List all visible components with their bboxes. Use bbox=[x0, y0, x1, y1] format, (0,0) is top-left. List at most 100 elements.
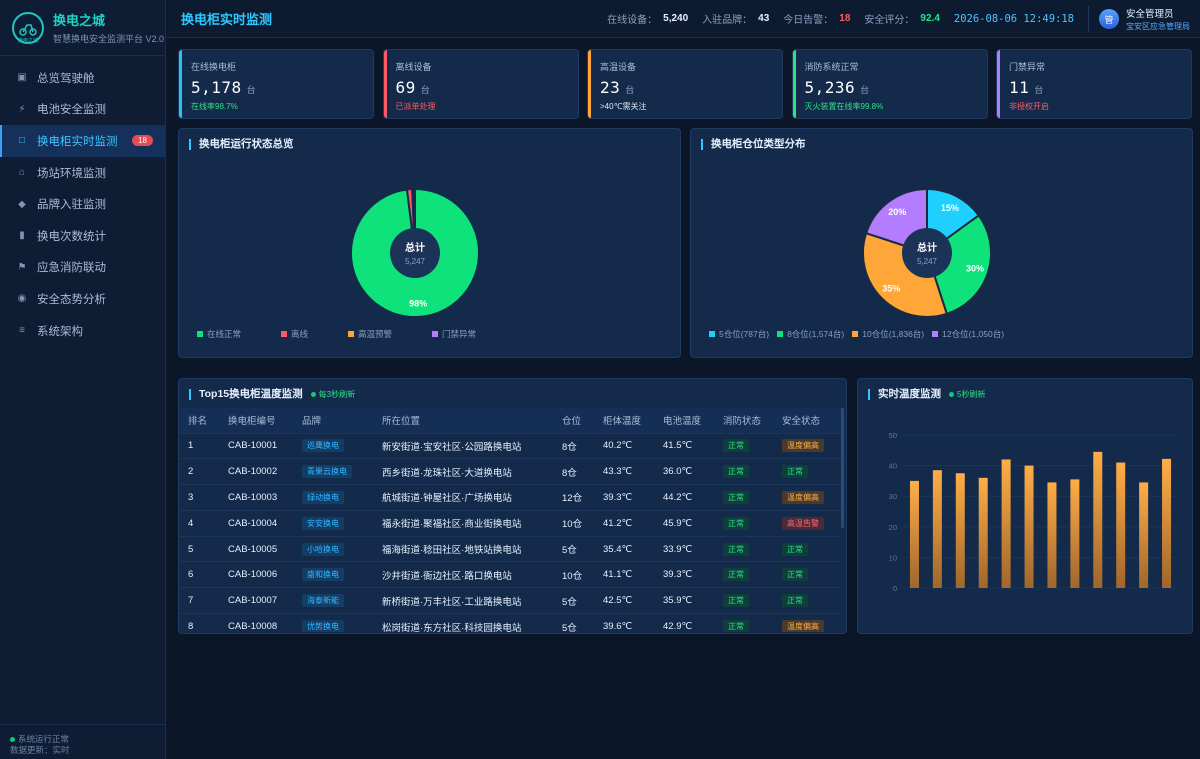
table-row[interactable]: 4 CAB-10004 安安换电 福永街道·聚福社区·商业街换电站 10仓 41.2℃ 45… bbox=[179, 509, 841, 537]
safety-status-tag: 正常 bbox=[782, 594, 808, 608]
location-cell: 沙井街道·衙边社区·路口换电站 bbox=[373, 561, 553, 588]
temp-bar[interactable] bbox=[932, 470, 942, 588]
fire-status-tag: 正常 bbox=[723, 465, 749, 479]
brand-tag: 小哈换电 bbox=[302, 542, 344, 556]
table-row[interactable]: 3 CAB-10003 绿动换电 航城街道·钟屋社区·广场换电站 12仓 39.3℃ 44.… bbox=[179, 484, 841, 511]
kpi-value: 11 台 bbox=[1009, 78, 1179, 97]
y-tick-label: 20 bbox=[889, 523, 897, 532]
pie-slice[interactable] bbox=[925, 213, 992, 316]
home-icon: ⌂ bbox=[18, 167, 26, 179]
cabinet-temp: 41.1℃ bbox=[594, 561, 654, 588]
safety-cell: 高温告警 bbox=[773, 509, 841, 537]
nav-label: 换电次数统计 bbox=[37, 230, 106, 243]
temp-bar[interactable] bbox=[978, 477, 988, 588]
temp-bar[interactable] bbox=[1001, 459, 1011, 588]
fire-cell: 正常 bbox=[714, 509, 773, 537]
table-row[interactable]: 7 CAB-10007 海泰新能 新桥街道·万丰社区·工业路换电站 5仓 42.5℃ 35.… bbox=[179, 587, 841, 614]
temp-bar[interactable] bbox=[1139, 482, 1149, 588]
fire-status-tag: 正常 bbox=[723, 516, 749, 530]
brand: 换电之城 换电之城 智慧换电安全监测平台 V2.0 bbox=[0, 0, 165, 56]
logo: 换电之城 bbox=[12, 11, 44, 44]
menu-icon: ≡ bbox=[19, 325, 25, 337]
legend-label: 高温预警 bbox=[358, 329, 393, 339]
target-icon: ◉ bbox=[17, 293, 27, 305]
nav-item-4[interactable]: ◆ 品牌入驻监测 bbox=[0, 188, 165, 220]
user-menu[interactable]: 管 安全管理员 宝安区应急管理局 bbox=[1088, 6, 1190, 32]
app-subtitle: 智慧换电安全监测平台 V2.0 bbox=[53, 34, 165, 44]
battery-temp: 35.9℃ bbox=[654, 587, 714, 614]
nav-item-2[interactable]: □ 换电柜实时监测 18 bbox=[0, 125, 165, 157]
avatar[interactable]: 管 bbox=[1099, 9, 1119, 29]
cabinet-temp: 41.2℃ bbox=[594, 509, 654, 537]
temp-panel-title-text: 实时温度监测 bbox=[878, 388, 941, 400]
kpi-label: 门禁异常 bbox=[1009, 62, 1046, 72]
brand-cell: 巡鹰换电 bbox=[293, 432, 373, 459]
cabinet-temp: 39.6℃ bbox=[594, 613, 654, 632]
temp-bar[interactable] bbox=[1093, 451, 1103, 588]
legend-swatch bbox=[709, 331, 715, 337]
fire-status-tag: 正常 bbox=[723, 568, 749, 582]
cabinet-id: CAB-10003 bbox=[219, 484, 293, 511]
header-stats: 在线设备： 5,240 入驻品牌： 43 今日告警： 18 安全评分： 92.4 2026-08… bbox=[593, 11, 1074, 27]
brand-cell: 优势换电 bbox=[293, 613, 373, 632]
flag-icon: ⚑ bbox=[17, 261, 27, 273]
fire-status-tag: 正常 bbox=[723, 542, 749, 556]
temp-bar[interactable] bbox=[1070, 479, 1080, 588]
kpi-number: 11 bbox=[1009, 78, 1030, 97]
rank-cell: 5 bbox=[179, 535, 219, 562]
y-tick-label: 40 bbox=[889, 462, 897, 471]
fire-status-tag: 正常 bbox=[723, 490, 749, 504]
brand-cell: 海泰新能 bbox=[293, 587, 373, 614]
nav-item-3[interactable]: ⌂ 场站环境监测 bbox=[0, 157, 165, 189]
rank-cell: 4 bbox=[179, 509, 219, 537]
safety-cell: 正常 bbox=[773, 561, 841, 588]
nav-item-1[interactable]: ⚡ 电池安全监测 bbox=[0, 94, 165, 126]
temperature-table-panel: Top15换电柜温度监测 每3秒刷新 排名 换电柜编号 品牌 所在位置 仓位 柜体温度 电池温… bbox=[178, 378, 847, 634]
location-cell: 新安街道·宝安社区·公园路换电站 bbox=[373, 432, 553, 459]
center-title: 总计 bbox=[405, 241, 425, 254]
safety-cell: 正常 bbox=[773, 458, 841, 485]
temp-bar[interactable] bbox=[1024, 465, 1034, 588]
cabinet-id: CAB-10004 bbox=[219, 509, 293, 537]
slice-label: 20% bbox=[888, 207, 906, 217]
nav-label: 品牌入驻监测 bbox=[37, 199, 106, 212]
safety-status-tag: 正常 bbox=[782, 542, 808, 556]
fire-cell: 正常 bbox=[714, 484, 773, 511]
table-scrollbar[interactable] bbox=[841, 408, 844, 528]
nav-item-6[interactable]: ⚑ 应急消防联动 bbox=[0, 252, 165, 284]
temp-bar-panel: 实时温度监测 5秒刷新 0 10 20 30 40 50 bbox=[857, 378, 1193, 634]
nav-menu: ▣ 总览驾驶舱 ⚡ 电池安全监测 □ 换电柜实时监测 18 ⌂ 场站环境监测 ◆ 品牌入驻监测 ▮ 换电… bbox=[0, 56, 165, 346]
temp-bar[interactable] bbox=[1116, 462, 1126, 588]
kpi-unit: 台 bbox=[860, 85, 870, 95]
location-cell: 福海街道·稔田社区·地铁站换电站 bbox=[373, 535, 553, 562]
column-header: 所在位置 bbox=[373, 408, 553, 433]
column-header: 仓位 bbox=[553, 408, 594, 433]
nav-item-0[interactable]: ▣ 总览驾驶舱 bbox=[0, 62, 165, 94]
alert-badge: 18 bbox=[132, 135, 153, 147]
temp-bar[interactable] bbox=[909, 480, 919, 588]
nav-label: 安全态势分析 bbox=[37, 293, 106, 306]
fire-cell: 正常 bbox=[714, 458, 773, 485]
kpi-accent bbox=[588, 50, 591, 118]
brand-tag: 巡鹰换电 bbox=[302, 439, 344, 453]
nav-item-7[interactable]: ◉ 安全态势分析 bbox=[0, 283, 165, 315]
table-row[interactable]: 5 CAB-10005 小哈换电 福海街道·稔田社区·地铁站换电站 5仓 35.4℃ 33.… bbox=[179, 535, 841, 562]
temp-bar[interactable] bbox=[955, 473, 965, 588]
table-row[interactable]: 2 CAB-10002 青果云换电 西乡街道·龙珠社区·大道换电站 8仓 43.3℃ 36.… bbox=[179, 458, 841, 485]
kpi-number: 69 bbox=[395, 78, 416, 97]
brand-tag: 青果云换电 bbox=[302, 465, 352, 479]
kpi-accent bbox=[383, 50, 387, 118]
temp-bar[interactable] bbox=[1162, 458, 1172, 588]
center-title: 总计 bbox=[917, 241, 937, 254]
temp-bar[interactable] bbox=[1047, 482, 1057, 588]
table-row[interactable]: 8 CAB-10008 优势换电 松岗街道·东方社区·科技园换电站 5仓 39.6℃ 42.… bbox=[179, 613, 841, 632]
nav-item-8[interactable]: ≡ 系统架构 bbox=[0, 315, 165, 347]
cabinet-temp: 40.2℃ bbox=[594, 432, 654, 459]
fire-cell: 正常 bbox=[714, 587, 773, 614]
column-header: 电池温度 bbox=[654, 408, 714, 433]
nav-item-5[interactable]: ▮ 换电次数统计 bbox=[0, 220, 165, 252]
table-row[interactable]: 1 CAB-10001 巡鹰换电 新安街道·宝安社区·公园路换电站 8仓 40.2℃ 41.… bbox=[179, 432, 841, 459]
table-row[interactable]: 6 CAB-10006 盛和换电 沙井街道·衙边社区·路口换电站 10仓 41.1℃ 39.… bbox=[179, 561, 841, 588]
rank-cell: 8 bbox=[179, 613, 219, 632]
y-tick-label: 0 bbox=[893, 584, 897, 593]
